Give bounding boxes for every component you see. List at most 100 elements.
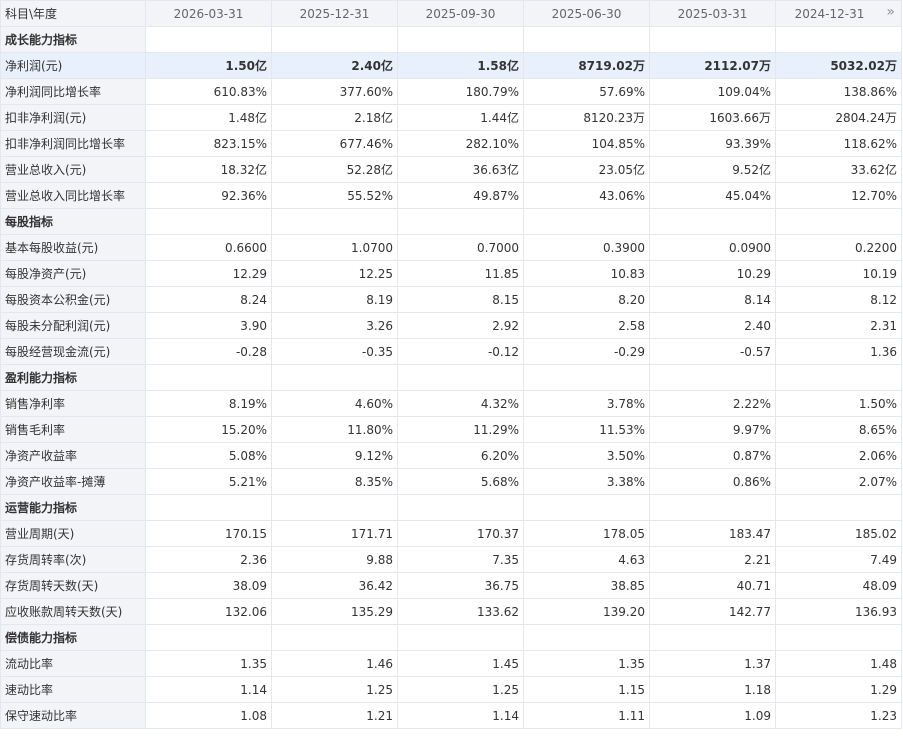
row-label: 每股净资产(元) <box>0 260 146 287</box>
empty-cell <box>649 26 776 53</box>
table-header-row: 科目\年度 2026-03-31 2025-12-31 2025-09-30 2… <box>0 0 902 27</box>
section-row: 运营能力指标 <box>0 494 902 521</box>
table-cell: 0.6600 <box>145 234 272 261</box>
table-cell: 1.46 <box>271 650 398 677</box>
table-cell: 1.25 <box>397 676 524 703</box>
table-cell: 7.49 <box>775 546 902 573</box>
table-cell: 109.04% <box>649 78 776 105</box>
empty-cell <box>397 208 524 235</box>
table-cell: 9.88 <box>271 546 398 573</box>
table-cell: 8.20 <box>523 286 650 313</box>
table-cell: 133.62 <box>397 598 524 625</box>
table-cell: 136.93 <box>775 598 902 625</box>
table-row: 营业周期(天) 170.15 171.71 170.37 178.05 183.47 185… <box>0 520 902 547</box>
table-cell: 12.70% <box>775 182 902 209</box>
table-cell: 139.20 <box>523 598 650 625</box>
table-cell: 9.52亿 <box>649 156 776 183</box>
empty-cell <box>775 624 902 651</box>
table-cell: 1.0700 <box>271 234 398 261</box>
table-cell: 1.09 <box>649 702 776 729</box>
table-cell: 12.29 <box>145 260 272 287</box>
table-cell: 3.38% <box>523 468 650 495</box>
table-cell: 1.18 <box>649 676 776 703</box>
table-cell: 4.60% <box>271 390 398 417</box>
table-cell: 8719.02万 <box>523 52 650 79</box>
section-row: 偿债能力指标 <box>0 624 902 651</box>
double-chevron-right-icon[interactable]: » <box>886 4 895 20</box>
table-cell: 1603.66万 <box>649 104 776 131</box>
table-cell: 10.19 <box>775 260 902 287</box>
table-cell: 52.28亿 <box>271 156 398 183</box>
table-cell: 93.39% <box>649 130 776 157</box>
table-cell: 138.86% <box>775 78 902 105</box>
empty-cell <box>775 494 902 521</box>
table-row: 每股经营现金流(元) -0.28 -0.35 -0.12 -0.29 -0.57 1.36 <box>0 338 902 365</box>
table-row: 每股资本公积金(元) 8.24 8.19 8.15 8.20 8.14 8.12 <box>0 286 902 313</box>
table-cell: 3.50% <box>523 442 650 469</box>
table-cell: 8.65% <box>775 416 902 443</box>
table-cell: 8.24 <box>145 286 272 313</box>
empty-cell <box>775 364 902 391</box>
table-cell: 45.04% <box>649 182 776 209</box>
corner-header: 科目\年度 <box>0 0 146 27</box>
row-label: 应收账款周转天数(天) <box>0 598 146 625</box>
row-label: 基本每股收益(元) <box>0 234 146 261</box>
table-cell: 170.37 <box>397 520 524 547</box>
table-cell: 1.08 <box>145 702 272 729</box>
table-cell: 2.31 <box>775 312 902 339</box>
table-row: 每股未分配利润(元) 3.90 3.26 2.92 2.58 2.40 2.31 <box>0 312 902 339</box>
row-label: 营业总收入(元) <box>0 156 146 183</box>
table-cell: 1.58亿 <box>397 52 524 79</box>
table-cell: 12.25 <box>271 260 398 287</box>
empty-cell <box>649 494 776 521</box>
table-cell: 2.40亿 <box>271 52 398 79</box>
empty-cell <box>523 208 650 235</box>
table-cell: 3.26 <box>271 312 398 339</box>
table-cell: 43.06% <box>523 182 650 209</box>
section-title: 成长能力指标 <box>0 26 146 53</box>
table-cell: 2.92 <box>397 312 524 339</box>
table-cell: 33.62亿 <box>775 156 902 183</box>
table-cell: -0.12 <box>397 338 524 365</box>
table-cell: 0.3900 <box>523 234 650 261</box>
section-row: 盈利能力指标 <box>0 364 902 391</box>
table-cell: 1.36 <box>775 338 902 365</box>
empty-cell <box>649 624 776 651</box>
table-row: 存货周转率(次) 2.36 9.88 7.35 4.63 2.21 7.49 <box>0 546 902 573</box>
table-cell: 1.35 <box>523 650 650 677</box>
table-cell: 142.77 <box>649 598 776 625</box>
section-title: 运营能力指标 <box>0 494 146 521</box>
table-cell: 118.62% <box>775 130 902 157</box>
financial-indicators-table: 科目\年度 2026-03-31 2025-12-31 2025-09-30 2… <box>0 0 902 729</box>
table-cell: 1.15 <box>523 676 650 703</box>
table-cell: 4.63 <box>523 546 650 573</box>
table-cell: 0.7000 <box>397 234 524 261</box>
table-row: 保守速动比率 1.08 1.21 1.14 1.11 1.09 1.23 <box>0 702 902 729</box>
empty-cell <box>271 624 398 651</box>
table-row: 净资产收益率 5.08% 9.12% 6.20% 3.50% 0.87% 2.06% <box>0 442 902 469</box>
table-cell: 38.09 <box>145 572 272 599</box>
table-row: 销售净利率 8.19% 4.60% 4.32% 3.78% 2.22% 1.50% <box>0 390 902 417</box>
table-cell: 1.50% <box>775 390 902 417</box>
table-cell: 3.90 <box>145 312 272 339</box>
table-cell: 135.29 <box>271 598 398 625</box>
row-label: 营业总收入同比增长率 <box>0 182 146 209</box>
table-cell: 1.14 <box>397 702 524 729</box>
table-cell: -0.28 <box>145 338 272 365</box>
row-label: 净资产收益率-摊薄 <box>0 468 146 495</box>
table-cell: 823.15% <box>145 130 272 157</box>
table-cell: 36.63亿 <box>397 156 524 183</box>
empty-cell <box>523 624 650 651</box>
table-cell: 183.47 <box>649 520 776 547</box>
table-cell: 40.71 <box>649 572 776 599</box>
row-label: 营业周期(天) <box>0 520 146 547</box>
table-cell: 2112.07万 <box>649 52 776 79</box>
table-cell: 2.06% <box>775 442 902 469</box>
table-cell: 171.71 <box>271 520 398 547</box>
table-cell: 185.02 <box>775 520 902 547</box>
table-cell: 23.05亿 <box>523 156 650 183</box>
table-cell: 36.42 <box>271 572 398 599</box>
table-row: 流动比率 1.35 1.46 1.45 1.35 1.37 1.48 <box>0 650 902 677</box>
table-cell: 178.05 <box>523 520 650 547</box>
table-row: 扣非净利润同比增长率 823.15% 677.46% 282.10% 104.85% 93… <box>0 130 902 157</box>
